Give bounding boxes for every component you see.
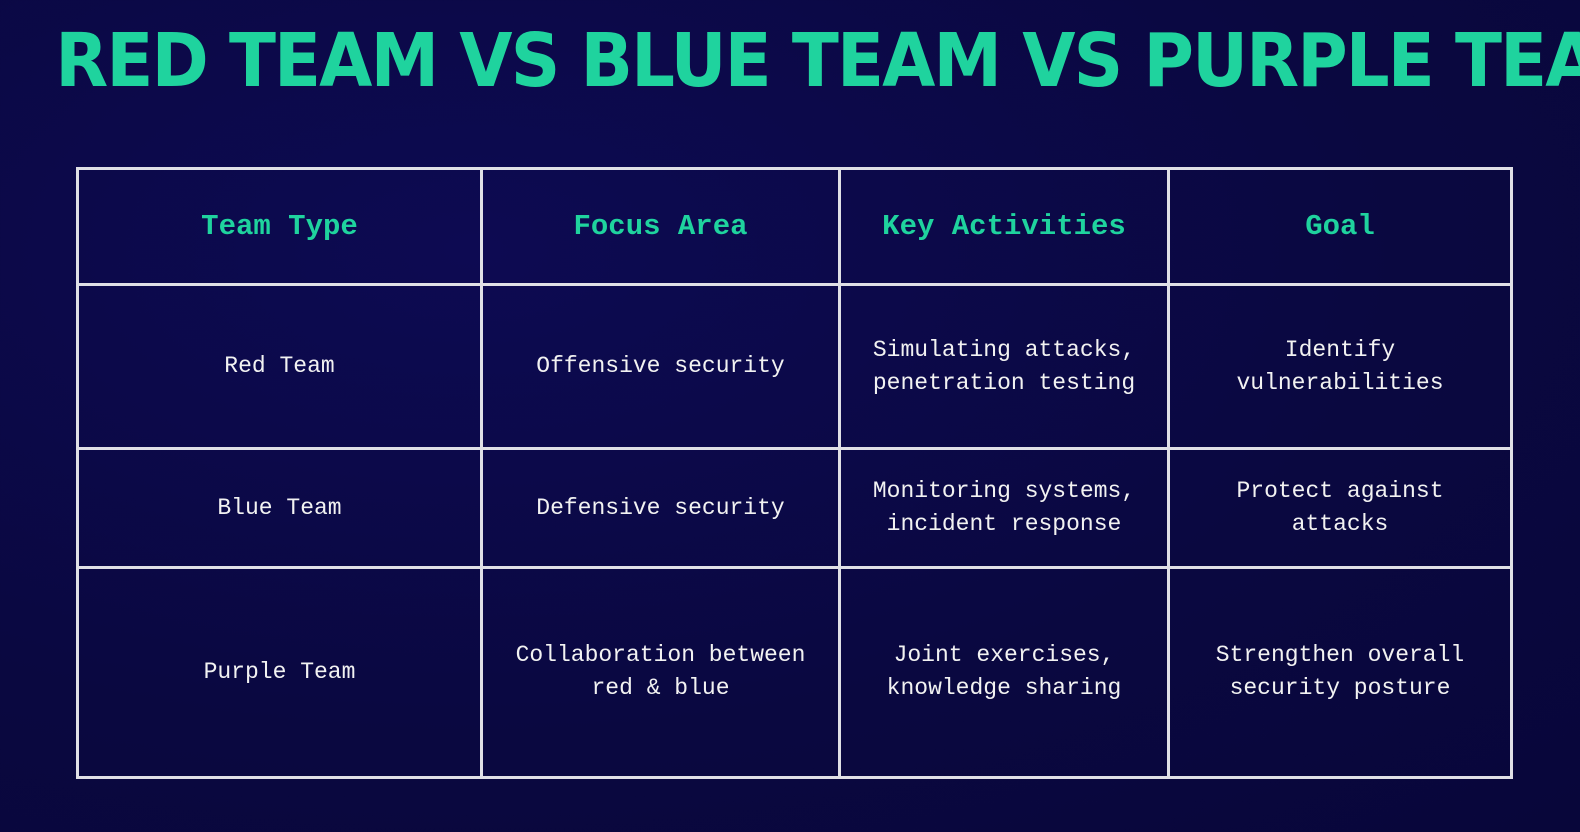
- cell: Joint exercises, knowledge sharing: [838, 565, 1170, 780]
- header-cell: Focus Area: [480, 166, 841, 287]
- cell: Monitoring systems, incident response: [838, 447, 1170, 569]
- comparison-table: Team Type Focus Area Key Activities Goal…: [76, 166, 1513, 780]
- cell: Protect against attacks: [1167, 447, 1513, 569]
- cell: Blue Team: [76, 447, 483, 569]
- table-row: Red Team Offensive security Simulating a…: [76, 283, 1513, 451]
- header-cell: Key Activities: [838, 166, 1170, 287]
- header-cell: Team Type: [76, 166, 483, 287]
- cell: Strengthen overall security posture: [1167, 565, 1513, 780]
- header-row: Team Type Focus Area Key Activities Goal: [76, 166, 1513, 287]
- cell: Identify vulnerabilities: [1167, 283, 1513, 451]
- cell: Simulating attacks, penetration testing: [838, 283, 1170, 451]
- slide-title: RED TEAM VS BLUE TEAM VS PURPLE TEAM: [55, 18, 1580, 104]
- cell: Offensive security: [480, 283, 841, 451]
- table-row: Blue Team Defensive security Monitoring …: [76, 447, 1513, 569]
- header-cell: Goal: [1167, 166, 1513, 287]
- cell: Defensive security: [480, 447, 841, 569]
- cell: Collaboration between red & blue: [480, 565, 841, 780]
- cell: Purple Team: [76, 565, 483, 780]
- table-row: Purple Team Collaboration between red & …: [76, 565, 1513, 780]
- cell: Red Team: [76, 283, 483, 451]
